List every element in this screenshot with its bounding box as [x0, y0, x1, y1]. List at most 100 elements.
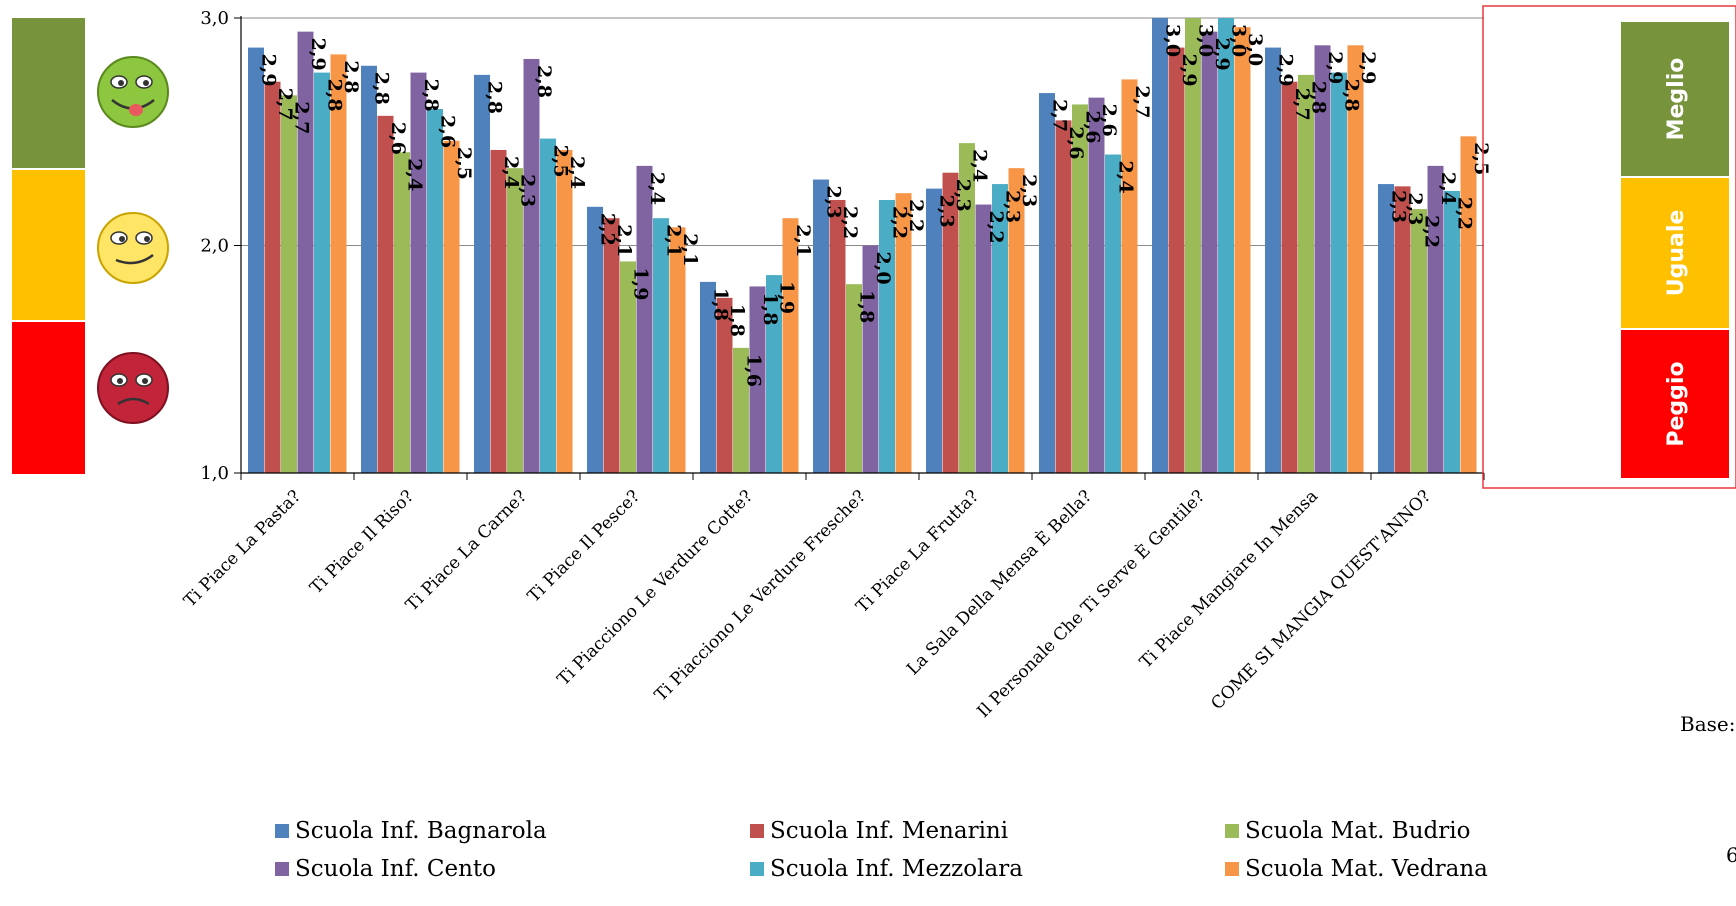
bar	[603, 218, 620, 473]
data-label: 2,3	[935, 195, 957, 228]
bar	[490, 149, 507, 473]
legend-label: Scuola Inf. Bagnarola	[295, 818, 547, 844]
data-label: 2,3	[822, 186, 844, 219]
bar	[1121, 79, 1138, 474]
data-label: 2,4	[403, 158, 425, 191]
bar	[1444, 190, 1460, 473]
base-label: Base:	[1680, 712, 1736, 736]
bar	[281, 95, 297, 473]
bar	[716, 297, 733, 473]
rating-label: Uguale	[1664, 210, 1689, 297]
bar	[1055, 120, 1072, 473]
bar	[653, 218, 669, 473]
data-label: 2,8	[1340, 79, 1362, 112]
bar	[829, 200, 846, 473]
bar	[297, 31, 314, 474]
data-label: 2,1	[679, 233, 701, 266]
bar	[975, 204, 992, 474]
data-label: 2,1	[792, 224, 814, 257]
bar	[330, 54, 347, 474]
rating-band	[1621, 330, 1729, 478]
left-scale-band	[12, 18, 85, 170]
data-label: 2,1	[662, 224, 684, 257]
legend-item: Scuola Inf. Mezzolara	[750, 856, 1225, 882]
bar	[636, 165, 653, 473]
y-tick-label: 3,0	[200, 8, 229, 29]
bar	[813, 179, 829, 473]
rating-band	[1621, 22, 1729, 176]
data-label: 2,8	[340, 60, 362, 93]
left-rating-scale	[12, 18, 85, 474]
bar	[992, 184, 1008, 473]
data-label: 2,8	[533, 65, 555, 98]
legend-label: Scuola Inf. Mezzolara	[770, 856, 1023, 882]
data-label: 2,8	[420, 79, 442, 112]
legend-label: Scuola Mat. Vedrana	[1245, 856, 1488, 882]
chart-bars	[248, 18, 1477, 474]
data-label: 2,1	[613, 224, 635, 257]
data-label: 3,0	[1194, 24, 1216, 57]
neutral-face-icon	[97, 212, 169, 284]
legend-swatch	[1225, 862, 1239, 876]
x-tick-label: Ti Piace Mangiare In Mensa	[1136, 486, 1322, 672]
x-tick-label: Ti Piace La Frutta?	[852, 486, 983, 617]
bar	[264, 81, 281, 473]
bar	[1411, 209, 1427, 473]
data-label: 1,8	[759, 292, 781, 325]
bar	[1039, 93, 1055, 473]
bar	[1218, 18, 1234, 473]
data-label: 1,6	[742, 354, 764, 387]
bar	[1331, 72, 1347, 473]
data-label: 2,3	[1387, 190, 1409, 223]
legend-item: Scuola Inf. Bagnarola	[275, 818, 750, 844]
bar	[1460, 136, 1477, 474]
bar	[443, 140, 460, 473]
bar	[1234, 27, 1251, 473]
data-label: 2,0	[872, 252, 894, 285]
bar	[620, 261, 636, 473]
x-tick-label: Ti Piace Il Pesce?	[524, 486, 644, 606]
data-label: 2,2	[1420, 215, 1442, 248]
bar	[942, 172, 959, 473]
bar	[1152, 18, 1168, 473]
bar	[1314, 45, 1331, 474]
bar	[474, 74, 490, 473]
left-scale-band	[12, 170, 85, 322]
bar	[1088, 97, 1105, 473]
bar	[669, 227, 686, 473]
bar	[410, 72, 427, 473]
bar	[507, 168, 523, 473]
data-label: 1,9	[775, 281, 797, 314]
legend-item: Scuola Mat. Budrio	[1225, 818, 1495, 844]
happy-face-icon	[97, 56, 169, 128]
chart-value-labels: 2,92,72,72,92,82,8 2,82,62,42,82,62,52,82…	[257, 24, 1492, 387]
legend-item: Scuola Mat. Vedrana	[1225, 856, 1495, 882]
data-label: 2,9	[1178, 54, 1200, 87]
bar	[879, 200, 895, 473]
data-label: 2,3	[1404, 192, 1426, 225]
x-tick-label: COME SI MANGIA QUEST'ANNO?	[1207, 486, 1435, 714]
data-label: 2,8	[1307, 81, 1329, 114]
data-label: 2,2	[839, 206, 861, 239]
data-label: 2,3	[1001, 190, 1023, 223]
data-label: 2,6	[387, 122, 409, 155]
left-scale-band	[12, 322, 85, 474]
chart-axes: 1,0 2,0 3,0	[200, 8, 1485, 484]
bar	[1427, 165, 1444, 473]
data-label: 2,2	[985, 211, 1007, 244]
bar	[1281, 81, 1298, 473]
legend-swatch	[275, 862, 289, 876]
bar	[1072, 104, 1088, 473]
bar	[959, 143, 975, 473]
data-label: 2,3	[952, 179, 974, 212]
data-label: 2,2	[1453, 197, 1475, 230]
data-label: 2,2	[905, 199, 927, 232]
data-label: 2,9	[1324, 51, 1346, 84]
bar	[540, 138, 556, 473]
legend-label: Scuola Inf. Menarini	[770, 818, 1009, 844]
data-label: 2,2	[596, 213, 618, 246]
data-label: 2,7	[290, 101, 312, 134]
data-label: 2,8	[323, 79, 345, 112]
data-label: 2,4	[1114, 161, 1136, 194]
bar	[361, 65, 377, 474]
